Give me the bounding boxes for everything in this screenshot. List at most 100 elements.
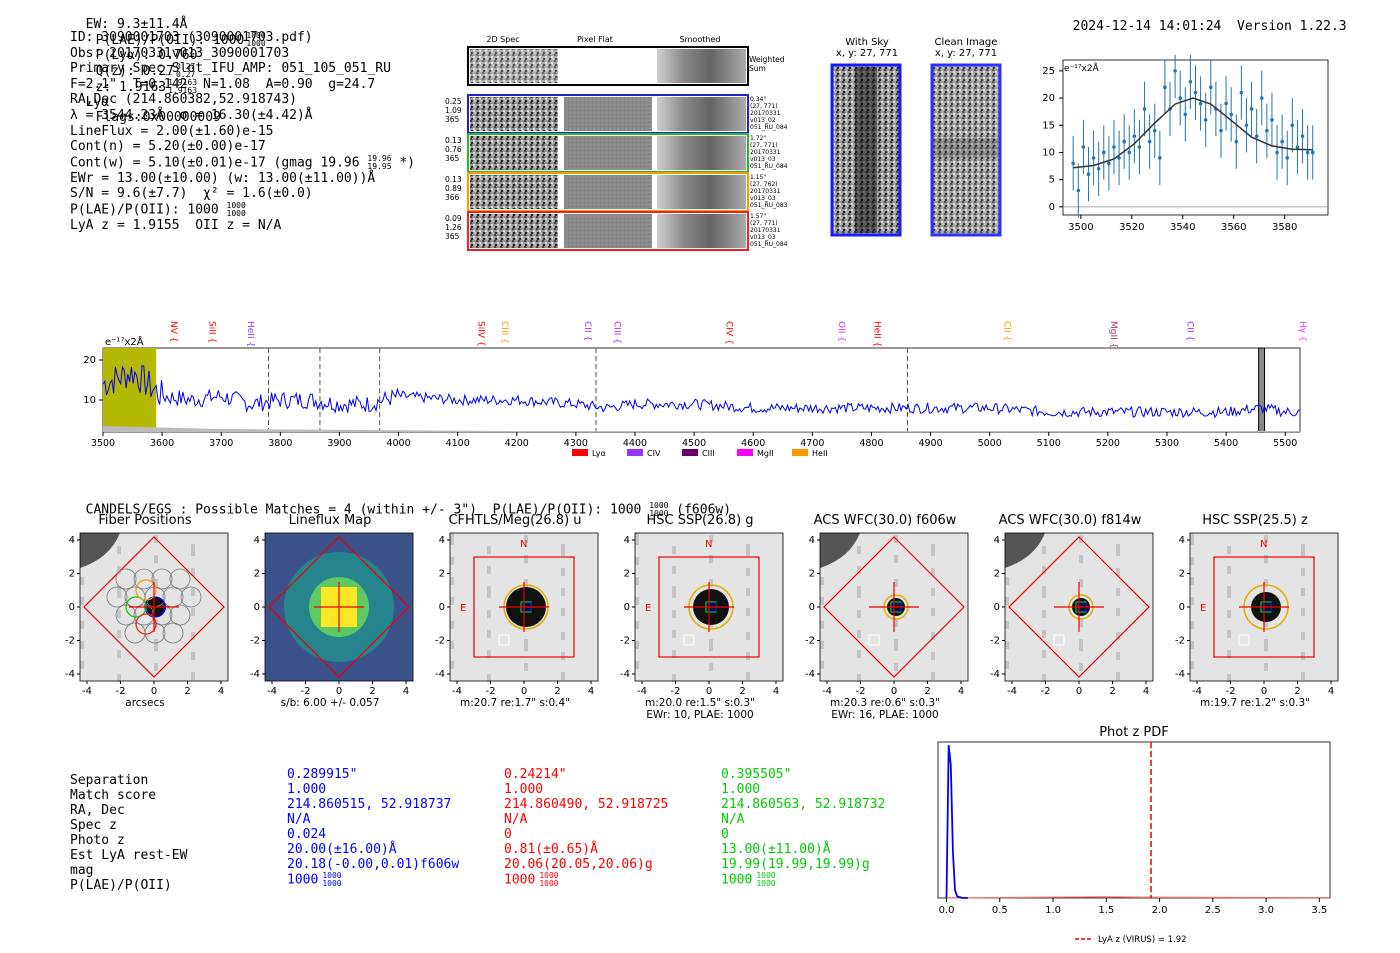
- imaging-panel: -4 -4 -2 -2 0 0 2 2 4 4: [250, 532, 414, 695]
- image-noise: [450, 533, 454, 537]
- fiber-circle: [169, 604, 191, 626]
- image-noise: [561, 548, 565, 552]
- zoom-point: [1091, 156, 1096, 160]
- zoom-point: [1132, 134, 1137, 138]
- image-noise: [561, 656, 565, 660]
- info-plae-sup: 1000: [226, 201, 246, 211]
- image-noise: [1005, 661, 1009, 665]
- image-noise: [1227, 570, 1231, 574]
- image-noise: [1190, 557, 1194, 561]
- zoom-point: [1086, 172, 1091, 177]
- image-noise: [1227, 586, 1231, 590]
- info-ewr: EWr = 13.00(±10.00) (w: 13.00(±11.00))Å: [70, 170, 376, 186]
- image-noise: [709, 535, 713, 539]
- with-sky-title: With Sky x, y: 27, 771: [832, 37, 902, 59]
- plya-value: P(Lyα): 0.760: [95, 48, 198, 63]
- image-noise: [672, 678, 676, 682]
- match-cell: 0: [721, 827, 729, 842]
- zoom-point: [1081, 145, 1086, 149]
- image-noise: [820, 577, 824, 581]
- zoom-point: [1178, 96, 1183, 100]
- img-xtick-label: -2: [116, 686, 126, 695]
- imaging-panel: N E -4 -4 -2 -2 0 0 2 2 4 4: [435, 532, 599, 695]
- spectrum-xtick-label: 4400: [623, 438, 647, 449]
- image-noise: [1301, 656, 1305, 660]
- image-noise: [894, 583, 898, 587]
- label-mag: mag: [70, 863, 94, 878]
- image-noise: [672, 650, 676, 654]
- image-noise: [1301, 672, 1305, 676]
- imaging-panel: -4 -4 -2 -2 0 0 2 2 4 4: [990, 532, 1154, 695]
- image-noise: [894, 647, 898, 651]
- image-noise: [1190, 561, 1194, 565]
- image-noise: [1005, 621, 1009, 625]
- img-ytick-label: 2: [809, 569, 815, 580]
- image-noise: [80, 641, 84, 645]
- image-noise: [1079, 539, 1083, 543]
- image-noise: [1227, 594, 1231, 598]
- info-contn: Cont(n) = 5.20(±0.00)e-17: [70, 139, 266, 155]
- image-noise: [1227, 634, 1231, 638]
- neighbor-marker: [683, 634, 695, 646]
- image-noise: [1301, 632, 1305, 636]
- match-cell: 13.00(±11.00)Å: [721, 842, 831, 857]
- pdf-xtick-label: 1.5: [1098, 905, 1114, 916]
- zoom-data: 3500 3520 3540 3560 3580 0 5 10 15 20 25: [1042, 55, 1328, 233]
- image-noise: [709, 663, 713, 667]
- cutout-right-text: (27, 771): [750, 142, 778, 149]
- image-noise: [191, 588, 195, 592]
- img-ytick-label: -2: [65, 636, 75, 647]
- img-ytick-label: 0: [809, 602, 815, 613]
- img-ytick-label: 2: [1179, 569, 1185, 580]
- cutout-smoothed: [657, 175, 746, 209]
- match-cell: 0.289915": [287, 767, 358, 782]
- zoom-point: [1290, 123, 1295, 128]
- clean-xy: x, y: 27, 771: [934, 48, 998, 59]
- image-noise: [1042, 586, 1046, 590]
- gmag-sub: 19.95: [367, 161, 392, 171]
- image-noise: [931, 544, 935, 548]
- image-noise: [1116, 676, 1120, 680]
- img-ytick-label: -2: [805, 636, 815, 647]
- spectrum-xtick-label: 3500: [91, 438, 115, 449]
- image-noise: [1227, 590, 1231, 594]
- zoom-point: [1101, 150, 1106, 155]
- spectrum-xtick-label: 5100: [1037, 438, 1061, 449]
- zoom-point: [1254, 134, 1259, 138]
- match-cell: 0.81(±0.65)Å: [504, 842, 598, 857]
- zoom-point: [1183, 112, 1188, 117]
- info-id: ID: 3090001703 (3090001703.pdf): [70, 30, 313, 45]
- image-noise: [524, 667, 528, 671]
- img-xtick-label: 0: [521, 686, 527, 695]
- image-noise: [1190, 533, 1194, 537]
- match-plae-sub: 1000: [756, 879, 776, 888]
- image-noise: [1116, 652, 1120, 656]
- zoom-point: [1173, 69, 1177, 73]
- spectrum-xtick-label: 5400: [1214, 438, 1238, 449]
- image-noise: [820, 581, 824, 585]
- image-noise: [857, 614, 861, 618]
- image-noise: [487, 674, 491, 678]
- image-noise: [191, 544, 195, 548]
- image-noise: [80, 597, 84, 601]
- imaging-caption: m:19.7 re:1.2" s:0.3": [1200, 697, 1310, 709]
- match-plae-sub: 1000: [539, 879, 559, 888]
- img-ytick-label: 4: [809, 535, 815, 546]
- info-block: ID: 3090001703 (3090001703.pdf) Obs: 201…: [70, 30, 415, 234]
- img-ytick-label: 0: [1179, 602, 1185, 613]
- spectral-line-label: NV {: [168, 321, 178, 342]
- img-ytick-label: -2: [435, 636, 445, 647]
- image-noise: [154, 663, 158, 667]
- image-noise: [1116, 588, 1120, 592]
- image-noise: [524, 663, 528, 667]
- image-noise: [672, 586, 676, 590]
- image-noise: [1042, 630, 1046, 634]
- img-xtick-label: -4: [1192, 686, 1202, 695]
- img-xtick-label: -4: [267, 686, 277, 695]
- image-noise: [931, 592, 935, 596]
- spectrum-xtick-label: 4200: [505, 438, 529, 449]
- cutout-left-text: 365: [445, 115, 460, 124]
- cutout-2dspec: [470, 175, 558, 209]
- spectrum-xtick-label: 5300: [1155, 438, 1179, 449]
- image-noise: [1227, 654, 1231, 658]
